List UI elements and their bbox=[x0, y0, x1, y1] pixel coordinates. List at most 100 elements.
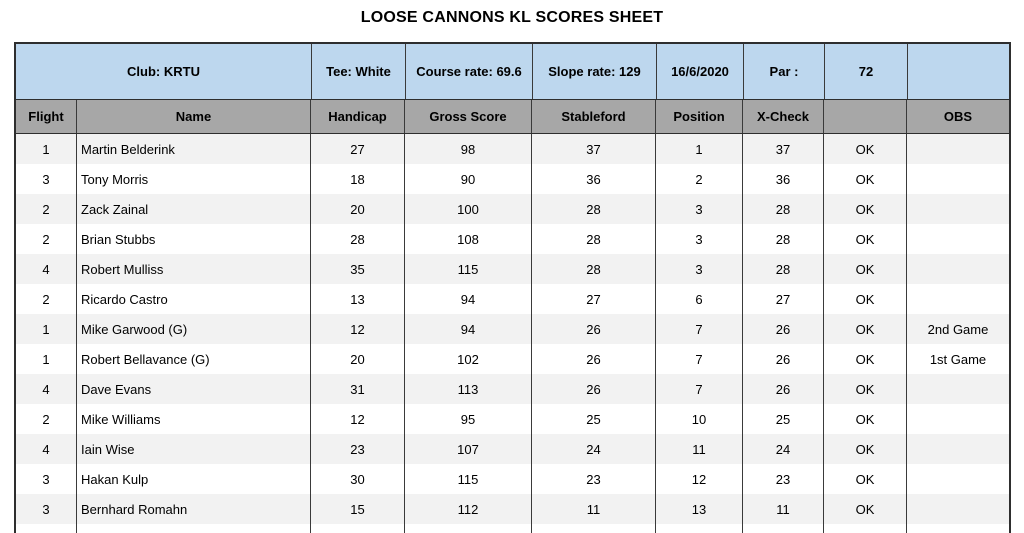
cell-check-status: OK bbox=[824, 224, 907, 254]
col-header-stableford: Stableford bbox=[532, 100, 656, 133]
col-header-obs: OBS bbox=[943, 109, 973, 124]
cell-check-status bbox=[824, 524, 907, 533]
cell-flight bbox=[16, 524, 77, 533]
cell-handicap: 20 bbox=[311, 194, 405, 224]
cell-stableford: 26 bbox=[532, 344, 656, 374]
cell-handicap: 27 bbox=[311, 134, 405, 164]
cell-check-status: OK bbox=[824, 254, 907, 284]
cell-x-check: 25 bbox=[743, 404, 824, 434]
cell-position: 10 bbox=[656, 404, 743, 434]
col-header-name: Name bbox=[77, 100, 311, 133]
cell-obs bbox=[907, 374, 1009, 404]
cell-obs bbox=[907, 284, 1009, 314]
info-header-row: Club: KRTU Tee: White Course rate: 69.6 … bbox=[16, 44, 1009, 100]
cell-position: 6 bbox=[656, 284, 743, 314]
cell-flight: 4 bbox=[16, 254, 77, 284]
cell-x-check: 28 bbox=[743, 224, 824, 254]
cell-position: 3 bbox=[656, 194, 743, 224]
cell-flight: 1 bbox=[16, 314, 77, 344]
cell-flight: 2 bbox=[16, 194, 77, 224]
cell-stableford: 26 bbox=[532, 314, 656, 344]
cell-x-check: 37 bbox=[743, 134, 824, 164]
table-row-partial bbox=[16, 524, 1009, 533]
cell-name: Tony Morris bbox=[77, 164, 311, 194]
cell-x-check bbox=[743, 524, 824, 533]
cell-position bbox=[656, 524, 743, 533]
cell-flight: 1 bbox=[16, 134, 77, 164]
col-header-flight: Flight bbox=[16, 100, 77, 133]
cell-position: 7 bbox=[656, 314, 743, 344]
table-row: 1 Robert Bellavance (G) 20 102 26 7 26 O… bbox=[16, 344, 1009, 374]
table-row: 2 Zack Zainal 20 100 28 3 28 OK bbox=[16, 194, 1009, 224]
cell-position: 13 bbox=[656, 494, 743, 524]
cell-flight: 2 bbox=[16, 284, 77, 314]
cell-stableford: 28 bbox=[532, 224, 656, 254]
cell-gross-score: 94 bbox=[405, 314, 532, 344]
cell-name: Hakan Kulp bbox=[77, 464, 311, 494]
table-row: 1 Martin Belderink 27 98 37 1 37 OK bbox=[16, 134, 1009, 164]
column-header-row: Flight Name Handicap Gross Score Stablef… bbox=[16, 100, 1009, 134]
cell-flight: 4 bbox=[16, 374, 77, 404]
cell-stableford bbox=[532, 524, 656, 533]
cell-obs bbox=[907, 224, 1009, 254]
cell-name: Ricardo Castro bbox=[77, 284, 311, 314]
cell-name: Robert Bellavance (G) bbox=[77, 344, 311, 374]
table-row: 4 Dave Evans 31 113 26 7 26 OK bbox=[16, 374, 1009, 404]
cell-gross-score: 107 bbox=[405, 434, 532, 464]
table-row: 2 Brian Stubbs 28 108 28 3 28 OK bbox=[16, 224, 1009, 254]
cell-gross-score: 94 bbox=[405, 284, 532, 314]
cell-check-status: OK bbox=[824, 434, 907, 464]
cell-handicap: 18 bbox=[311, 164, 405, 194]
cell-name: Iain Wise bbox=[77, 434, 311, 464]
par-value-cell: 72 bbox=[825, 44, 908, 99]
course-rate-cell: Course rate: 69.6 bbox=[406, 44, 533, 99]
scores-table: Club: KRTU Tee: White Course rate: 69.6 … bbox=[14, 42, 1011, 533]
cell-x-check: 36 bbox=[743, 164, 824, 194]
cell-x-check: 26 bbox=[743, 314, 824, 344]
cell-obs bbox=[907, 494, 1009, 524]
cell-flight: 3 bbox=[16, 494, 77, 524]
cell-flight: 1 bbox=[16, 344, 77, 374]
cell-handicap: 20 bbox=[311, 344, 405, 374]
cell-x-check: 24 bbox=[743, 434, 824, 464]
cell-check-status: OK bbox=[824, 134, 907, 164]
cell-position: 7 bbox=[656, 374, 743, 404]
cell-gross-score: 100 bbox=[405, 194, 532, 224]
cell-obs bbox=[907, 194, 1009, 224]
cell-check-status: OK bbox=[824, 284, 907, 314]
cell-handicap: 30 bbox=[311, 464, 405, 494]
cell-x-check: 26 bbox=[743, 374, 824, 404]
cell-obs bbox=[907, 134, 1009, 164]
cell-gross-score: 98 bbox=[405, 134, 532, 164]
cell-obs bbox=[907, 254, 1009, 284]
cell-position: 12 bbox=[656, 464, 743, 494]
cell-stableford: 36 bbox=[532, 164, 656, 194]
slope-rate-cell: Slope rate: 129 bbox=[533, 44, 657, 99]
cell-handicap: 13 bbox=[311, 284, 405, 314]
col-header-handicap: Handicap bbox=[311, 100, 405, 133]
cell-stableford: 37 bbox=[532, 134, 656, 164]
date-cell: 16/6/2020 bbox=[657, 44, 744, 99]
cell-handicap: 12 bbox=[311, 404, 405, 434]
cell-name: Brian Stubbs bbox=[77, 224, 311, 254]
cell-check-status: OK bbox=[824, 314, 907, 344]
cell-check-status: OK bbox=[824, 164, 907, 194]
table-row: 1 Mike Garwood (G) 12 94 26 7 26 OK 2nd … bbox=[16, 314, 1009, 344]
cell-handicap: 23 bbox=[311, 434, 405, 464]
cell-name: Robert Mulliss bbox=[77, 254, 311, 284]
cell-stableford: 27 bbox=[532, 284, 656, 314]
cell-x-check: 28 bbox=[743, 254, 824, 284]
info-blank-cell bbox=[908, 44, 1009, 99]
cell-check-status: OK bbox=[824, 404, 907, 434]
cell-gross-score: 115 bbox=[405, 464, 532, 494]
col-header-x-check: X-Check bbox=[743, 100, 824, 133]
cell-handicap: 15 bbox=[311, 494, 405, 524]
table-row: 4 Robert Mulliss 35 115 28 3 28 OK bbox=[16, 254, 1009, 284]
cell-gross-score: 112 bbox=[405, 494, 532, 524]
cell-handicap: 31 bbox=[311, 374, 405, 404]
cell-stableford: 24 bbox=[532, 434, 656, 464]
cell-obs: 1st Game bbox=[929, 351, 987, 367]
cell-handicap: 28 bbox=[311, 224, 405, 254]
cell-x-check: 28 bbox=[743, 194, 824, 224]
cell-name: Bernhard Romahn bbox=[77, 494, 311, 524]
